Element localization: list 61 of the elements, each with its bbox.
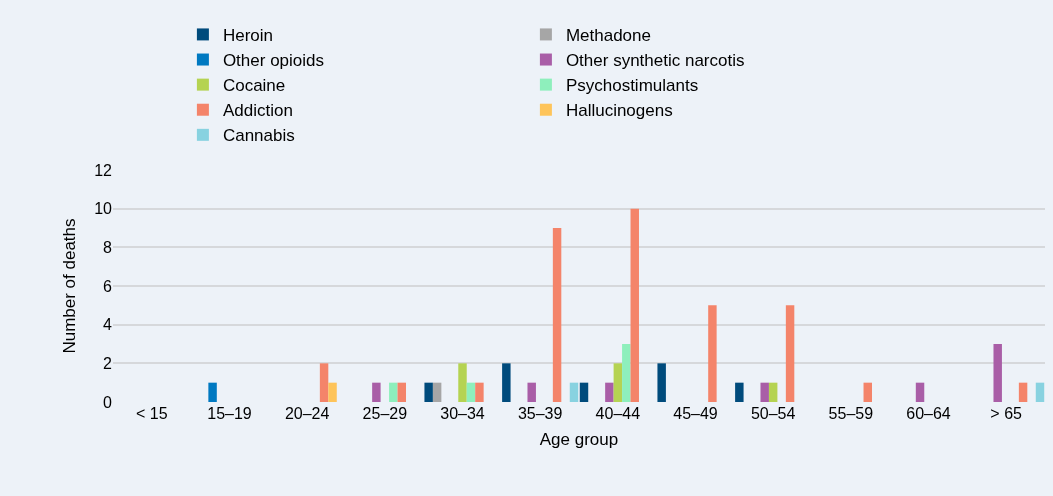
legend-label: Other synthetic narcotis [565, 51, 745, 71]
bar [579, 382, 589, 402]
x-tick-label: 50–54 [750, 405, 796, 422]
y-tick-label: 6 [103, 277, 113, 295]
bar [993, 344, 1002, 402]
x-tick-label: 40–44 [595, 405, 641, 422]
y-tick-label: 12 [94, 161, 113, 179]
bar [569, 382, 579, 402]
bar [328, 382, 337, 402]
bar [502, 363, 511, 402]
bar [466, 382, 476, 402]
y-tick-label: 8 [103, 238, 113, 256]
legend-label: Cannabis [222, 126, 295, 146]
x-tick-label: 45–49 [673, 405, 718, 422]
bar [657, 363, 666, 402]
bar [785, 305, 795, 402]
bar [630, 208, 639, 402]
y-tick-label: 4 [103, 316, 113, 334]
y-tick-label: 2 [103, 354, 113, 372]
x-tick-label: 15–19 [207, 405, 252, 422]
legend-label: Psychostimulants [565, 76, 699, 96]
bar [527, 382, 536, 402]
bar [708, 305, 717, 402]
bar [475, 382, 484, 402]
bar [424, 382, 433, 402]
bar [622, 344, 631, 402]
y-tick-label: 0 [103, 393, 113, 411]
legend-label: Addiction [222, 101, 293, 121]
legend-label: Other opioids [222, 51, 325, 71]
bar [319, 363, 329, 402]
bar [389, 382, 398, 402]
bar [372, 382, 381, 402]
bar [208, 382, 217, 402]
bar [1035, 382, 1045, 402]
x-tick-label: 25–29 [362, 405, 408, 422]
y-tick-label: 10 [94, 200, 113, 218]
legend-label: Hallucinogens [565, 101, 673, 121]
bar [458, 363, 467, 402]
bar [432, 382, 442, 402]
x-tick-label: 20–24 [284, 405, 330, 422]
bar [863, 382, 872, 402]
legend-label: Methadone [565, 26, 651, 46]
x-tick-label: 35–39 [517, 405, 563, 422]
x-tick-label: < 15 [136, 405, 168, 422]
bar [1018, 382, 1028, 402]
x-tick-label: 60–64 [906, 405, 951, 422]
bar [613, 363, 623, 402]
bar [760, 382, 769, 402]
x-tick-label: > 65 [990, 405, 1023, 422]
bar [768, 382, 778, 402]
y-axis-title: Number of deaths [59, 218, 79, 354]
x-axis-title: Age group [539, 430, 619, 450]
legend-label: Heroin [222, 26, 273, 46]
x-tick-label: 55–59 [828, 405, 874, 422]
bar [552, 228, 562, 402]
bar [397, 382, 406, 402]
bar [605, 382, 614, 402]
bar [735, 382, 744, 402]
x-tick-label: 30–34 [440, 405, 485, 422]
legend-label: Cocaine [222, 76, 286, 96]
bar [915, 382, 925, 402]
